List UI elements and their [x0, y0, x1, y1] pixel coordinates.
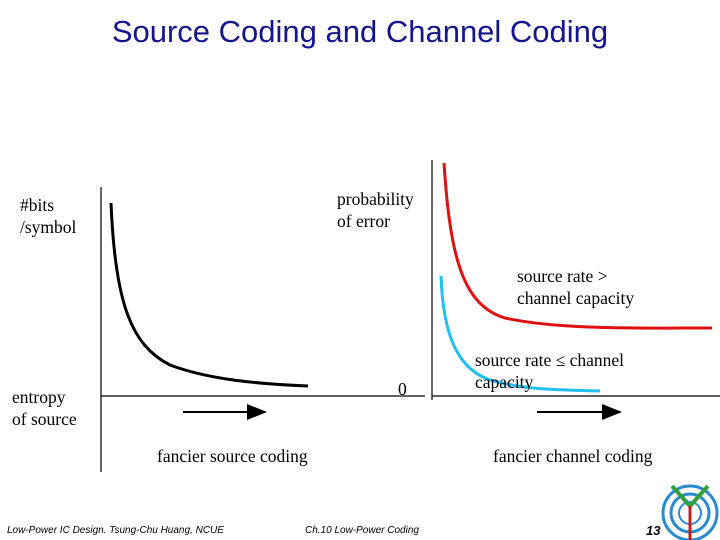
slide-title: Source Coding and Channel Coding [111, 14, 609, 49]
right-y-axis-label: probability of error [337, 189, 414, 231]
source-coding-curve [109, 202, 309, 388]
blue-error-curve [439, 275, 601, 393]
red-curve-label: source rate > channel capacity [517, 266, 635, 308]
red-error-curve [442, 162, 713, 330]
footer-author: Low-Power IC Design. Tsung-Chu Huang, NC… [7, 525, 224, 536]
source-coding-label: fancier source coding [157, 446, 308, 466]
channel-coding-label: fancier channel coding [493, 446, 653, 466]
blue-curve-label: source rate ≤ channel capacity [475, 350, 625, 392]
left-y-axis-label: #bits /symbol [20, 195, 77, 237]
ncue-logo-icon [661, 484, 719, 540]
entropy-label: entropy of source [12, 387, 77, 429]
page-number: 13 [646, 523, 661, 538]
zero-label: 0 [398, 379, 407, 399]
footer-chapter: Ch.10 Low-Power Coding [305, 525, 419, 536]
